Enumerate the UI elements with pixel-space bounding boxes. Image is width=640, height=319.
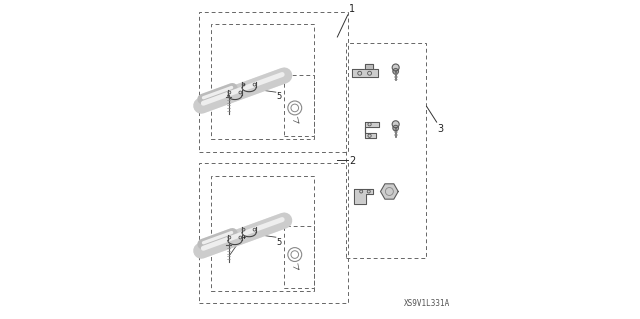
Text: 5: 5 — [277, 238, 282, 247]
Text: 1: 1 — [349, 4, 355, 14]
Circle shape — [393, 69, 399, 74]
Circle shape — [392, 121, 399, 128]
Polygon shape — [365, 122, 380, 138]
Circle shape — [392, 64, 399, 71]
Text: 3: 3 — [438, 124, 444, 134]
Bar — [211, 24, 314, 139]
Text: 2: 2 — [349, 156, 355, 166]
Text: 5: 5 — [277, 93, 282, 101]
Text: 4: 4 — [240, 84, 246, 93]
Bar — [211, 176, 314, 291]
Polygon shape — [351, 69, 378, 77]
Text: XS9V1L331A: XS9V1L331A — [404, 299, 451, 308]
Bar — [346, 43, 426, 258]
Bar — [284, 226, 314, 288]
Bar — [284, 75, 314, 136]
Polygon shape — [381, 184, 398, 199]
Polygon shape — [354, 189, 373, 204]
Circle shape — [393, 125, 399, 131]
Bar — [198, 163, 348, 303]
Text: 4: 4 — [240, 232, 246, 241]
Polygon shape — [365, 64, 373, 69]
Bar — [198, 12, 348, 152]
